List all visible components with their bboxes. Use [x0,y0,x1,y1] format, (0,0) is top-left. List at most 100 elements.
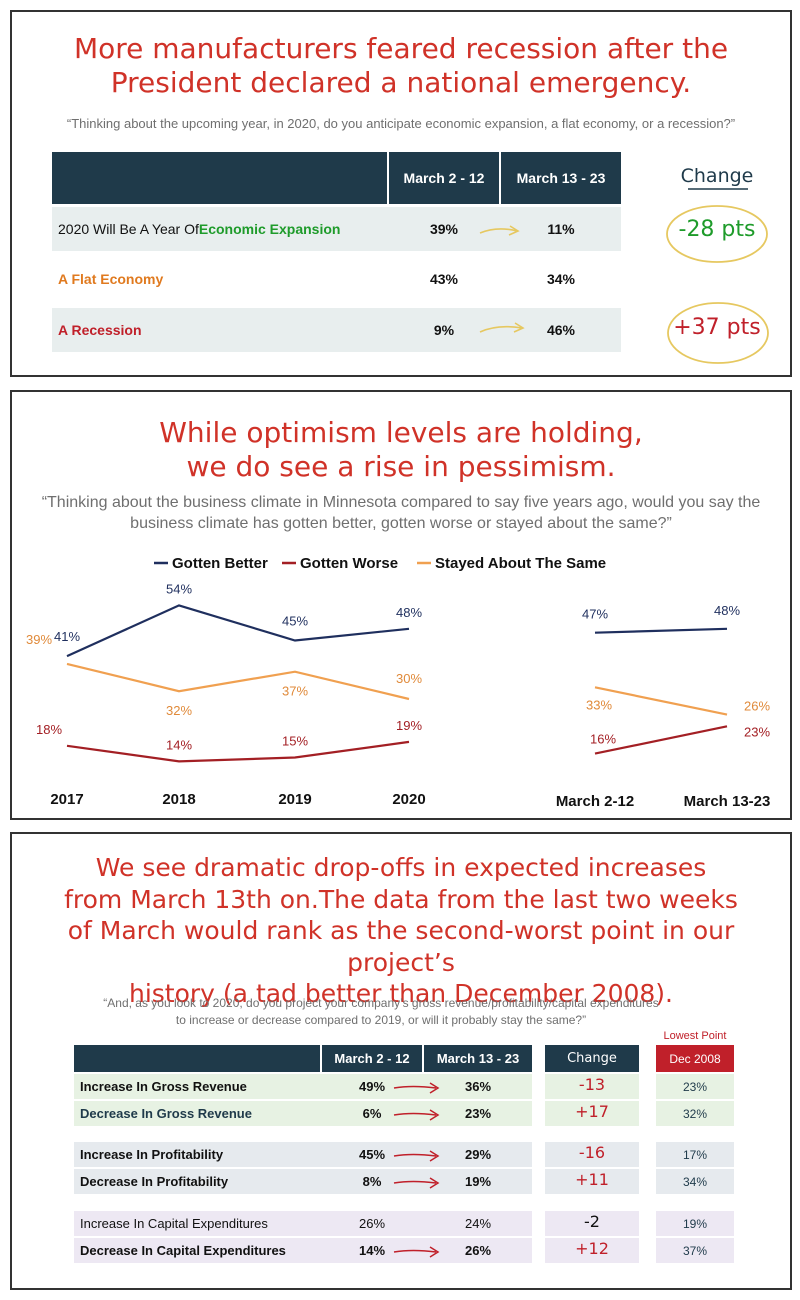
panel2-title: While optimism levels are holding, we do… [159,416,643,484]
arrow-icon [393,1109,440,1121]
data-label: 48% [714,603,740,618]
value-cell: 39% [429,221,459,237]
arrow-icon [393,1150,440,1162]
table-row [52,207,621,251]
value-cell: 9% [433,322,455,338]
panel2-question: “Thinking about the business climate in … [41,494,761,532]
data-label: 15% [282,734,308,749]
arrow-icon [479,228,518,234]
panel1-annotations [479,188,769,364]
table-header-blank [74,1045,320,1072]
table-row [74,1169,532,1194]
arrow-icon [479,325,523,333]
row-label: Increase In Profitability [80,1147,224,1162]
series-line [594,686,728,716]
change-cell-bg [545,1101,639,1126]
row-label: Increase In Capital Expenditures [80,1216,268,1231]
change-cell-bg [545,1142,639,1167]
dec-cell-bg [656,1169,734,1194]
change-header: Change [545,1045,639,1072]
change-value: -2 [584,1212,600,1231]
revenue-panel: We see dramatic drop-offs in expected in… [10,832,792,1290]
change-expansion: -28 pts [678,217,756,242]
value-cell: 6% [362,1106,382,1121]
change-circle-icon [666,205,768,263]
change-value: +11 [575,1170,609,1189]
data-label: 48% [396,605,422,620]
table-row [74,1211,532,1236]
dec-2008-value: 34% [682,1174,708,1189]
value-cell: 19% [464,1174,492,1189]
row-label-recession: A Recession [58,322,142,338]
dec-2008-value: 32% [682,1106,708,1121]
expectations-panel: More manufacturers feared recession afte… [10,10,792,377]
lowest-point-label: Lowest Point [663,1030,727,1042]
data-label: 23% [744,724,770,739]
table-row [74,1101,532,1126]
data-label: 33% [586,697,612,712]
arrow-icon [393,1082,440,1094]
table-row [74,1238,532,1263]
value-cell: 46% [546,322,576,338]
col-header-march-2-12: March 2 - 12 [389,152,499,204]
col-header-march-2-12: March 2 - 12 [322,1045,422,1072]
dec-cell-bg [656,1074,734,1099]
line-chart: Gotten Better Gotten Worse Stayed About Th… [26,555,771,810]
series-line [594,725,728,755]
x-tick-label: 2019 [278,791,311,808]
change-cell-bg [545,1211,639,1236]
x-tick-label: 2017 [50,791,83,808]
x-tick-label: March 2-12 [556,793,634,810]
row-label-flat: A Flat Economy [58,271,164,287]
data-label: 26% [744,699,770,714]
change-value: -13 [578,1075,606,1094]
change-value: +12 [575,1239,609,1258]
row-label: Decrease In Profitability [80,1174,229,1189]
change-cell-bg [545,1074,639,1099]
change-value: +17 [575,1102,609,1121]
value-cell: 8% [362,1174,382,1189]
arrow-icon [393,1177,440,1189]
panel3-question: “And, as you look to 2020, do you projec… [103,996,659,1027]
arrow-icon [393,1246,440,1258]
dec-cell-bg [656,1238,734,1263]
series-line [66,662,410,701]
business-climate-panel: While optimism levels are holding, we do… [10,390,792,820]
data-label: 18% [36,722,62,737]
series-line [594,627,728,634]
legend-label: Stayed About The Same [435,555,606,572]
dec-2008-header: Dec 2008 [656,1045,734,1072]
change-circle-icon [667,302,769,364]
data-label: 32% [166,703,192,718]
table-row [74,1074,532,1099]
row-label: Decrease In Gross Revenue [80,1106,252,1121]
value-cell: 45% [358,1147,386,1162]
value-cell: 29% [464,1147,492,1162]
data-label: 14% [166,737,192,752]
panel1-question: “Thinking about the upcoming year, in 20… [66,116,736,131]
x-tick-label: March 13-23 [684,793,771,810]
dec-2008-value: 23% [682,1079,708,1094]
dec-cell-bg [656,1142,734,1167]
change-cell-bg [545,1169,639,1194]
series-line [66,740,410,763]
series-line [66,604,410,658]
data-label: 30% [396,671,422,686]
table-header-blank [52,152,387,204]
col-header-march-13-23: March 13 - 23 [424,1045,532,1072]
value-cell: 34% [546,271,576,287]
table-row [52,308,621,352]
legend-label: Gotten Better [172,555,268,572]
dec-cell-bg [656,1211,734,1236]
row-label: Decrease In Capital Expenditures [80,1243,286,1258]
data-label: 37% [282,684,308,699]
panel1-title: More manufacturers feared recession afte… [73,32,729,100]
value-cell: 43% [429,271,459,287]
value-cell: 23% [464,1106,492,1121]
dec-2008-value: 37% [682,1243,708,1258]
dec-cell-bg [656,1101,734,1126]
data-label: 47% [582,607,608,622]
value-cell: 11% [547,221,575,237]
change-header: Change [680,165,754,187]
x-tick-label: 2018 [162,791,195,808]
